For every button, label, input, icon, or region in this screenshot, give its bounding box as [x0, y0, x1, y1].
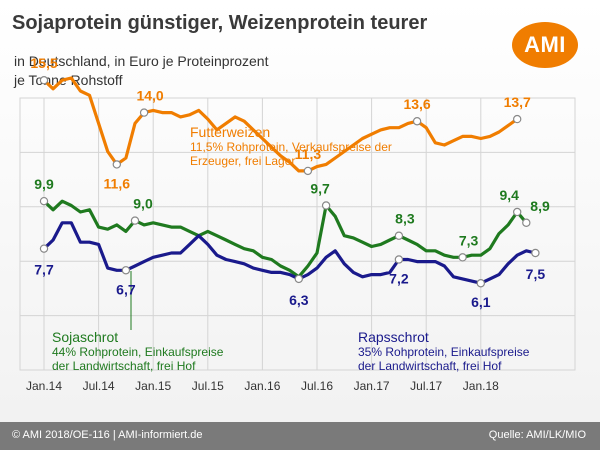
raps-data-point	[121, 266, 131, 275]
weizen-legend-desc-2: Erzeuger, frei Lager	[190, 154, 296, 168]
raps-value-label: 6,7	[116, 281, 136, 297]
x-tick-label: Jan.14	[26, 379, 62, 393]
soja-value-label: 9,7	[310, 180, 330, 196]
weizen-legend-name: Futterweizen	[190, 124, 271, 140]
weizen-value-label: 11,6	[104, 175, 131, 191]
chart-value-labels: 15,5 11,6 14,0 11,3 13,6 13,7 9,9 9,0 9,7 8,3 7,3 9…	[30, 55, 550, 310]
weizen-data-point	[513, 114, 522, 124]
weizen-legend-desc-1: 11,5% Rohprotein, Verkaufspreise der	[190, 140, 392, 154]
chart-x-ticks: Jan.14 Jul.14 Jan.15 Jul.15 Jan.16 Jul.16 Jan.…	[26, 379, 499, 393]
soja-value-label: 7,3	[459, 232, 479, 248]
soja-legend-desc-2: der Landwirtschaft, frei Hof	[52, 359, 196, 373]
line-chart: 15,5 11,6 14,0 11,3 13,6 13,7 9,9 9,0 9,7 8,3 7,3 9…	[19, 55, 576, 393]
soja-value-label: 8,9	[530, 198, 550, 214]
raps-data-point	[394, 255, 404, 264]
plot-frame	[19, 97, 576, 371]
footer-source: Quelle: AMI/LK/MIO	[488, 429, 586, 441]
raps-value-label: 7,5	[526, 266, 546, 282]
weizen-data-point	[112, 160, 122, 169]
soja-legend-desc-1: 44% Rohprotein, Einkaufspreise	[52, 345, 224, 359]
raps-value-label: 7,7	[34, 262, 54, 278]
raps-data-point	[39, 244, 49, 253]
raps-data-point	[294, 274, 303, 284]
soja-data-point	[522, 218, 531, 227]
weizen-value-label: 13,7	[504, 94, 531, 110]
raps-value-label: 6,3	[289, 292, 309, 308]
weizen-value-label: 14,0	[136, 88, 163, 104]
soja-data-point	[394, 231, 404, 240]
soja-series-label: Sojaschrot 44% Rohprotein, Einkaufspreis…	[52, 329, 223, 373]
weizen-value-label: 15,5	[30, 55, 57, 71]
chart-title: Sojaprotein günstiger, Weizenprotein teu…	[12, 12, 428, 34]
x-tick-label: Jul.14	[83, 379, 115, 393]
weizen-value-label: 13,6	[403, 96, 430, 112]
soja-data-point	[39, 196, 49, 206]
x-tick-label: Jan.18	[463, 379, 499, 393]
x-tick-label: Jul.17	[410, 379, 442, 393]
soja-value-label: 9,0	[133, 196, 153, 212]
x-tick-label: Jan.17	[354, 379, 390, 393]
subtitle-line-1: in Deutschland, in Euro je Proteinprozen…	[14, 53, 269, 69]
raps-legend-desc-1: 35% Rohprotein, Einkaufspreise	[358, 345, 530, 359]
raps-value-label: 6,1	[471, 294, 491, 310]
raps-series-label: Rapsschrot 35% Rohprotein, Einkaufspreis…	[358, 329, 529, 373]
soja-data-point	[321, 201, 331, 210]
footer-copyright: © AMI 2018/OE-116 | AMI-informiert.de	[12, 429, 203, 441]
soja-value-label: 9,4	[499, 187, 519, 203]
weizen-data-point	[39, 75, 49, 85]
raps-legend-name: Rapsschrot	[358, 329, 429, 345]
x-tick-label: Jul.15	[192, 379, 224, 393]
weizen-value-label: 11,3	[295, 146, 322, 162]
raps-value-label: 7,2	[389, 270, 409, 286]
x-tick-label: Jan.15	[135, 379, 171, 393]
soja-data-point	[130, 216, 140, 225]
weizen-data-point	[412, 117, 422, 126]
raps-legend-desc-2: der Landwirtschaft, frei Hof	[358, 359, 502, 373]
x-tick-label: Jan.16	[244, 379, 280, 393]
soja-series-line	[42, 199, 528, 279]
footer-bar: © AMI 2018/OE-116 | AMI-informiert.de Qu…	[0, 422, 600, 450]
weizen-series-line	[42, 76, 519, 173]
soja-data-point	[458, 253, 467, 262]
chart-grid	[19, 97, 576, 371]
soja-data-point	[513, 207, 522, 217]
weizen-series-label: Futterweizen 11,5% Rohprotein, Verkaufsp…	[190, 124, 392, 168]
raps-data-point	[531, 248, 540, 258]
x-tick-label: Jul.16	[301, 379, 333, 393]
weizen-data-point	[303, 166, 313, 176]
chart-markers	[39, 75, 540, 288]
raps-data-point	[476, 279, 485, 288]
soja-value-label: 9,9	[34, 176, 54, 192]
soja-legend-name: Sojaschrot	[52, 329, 119, 345]
soja-value-label: 8,3	[395, 211, 415, 227]
weizen-data-point	[139, 108, 149, 117]
ami-logo: AMI	[512, 22, 578, 68]
